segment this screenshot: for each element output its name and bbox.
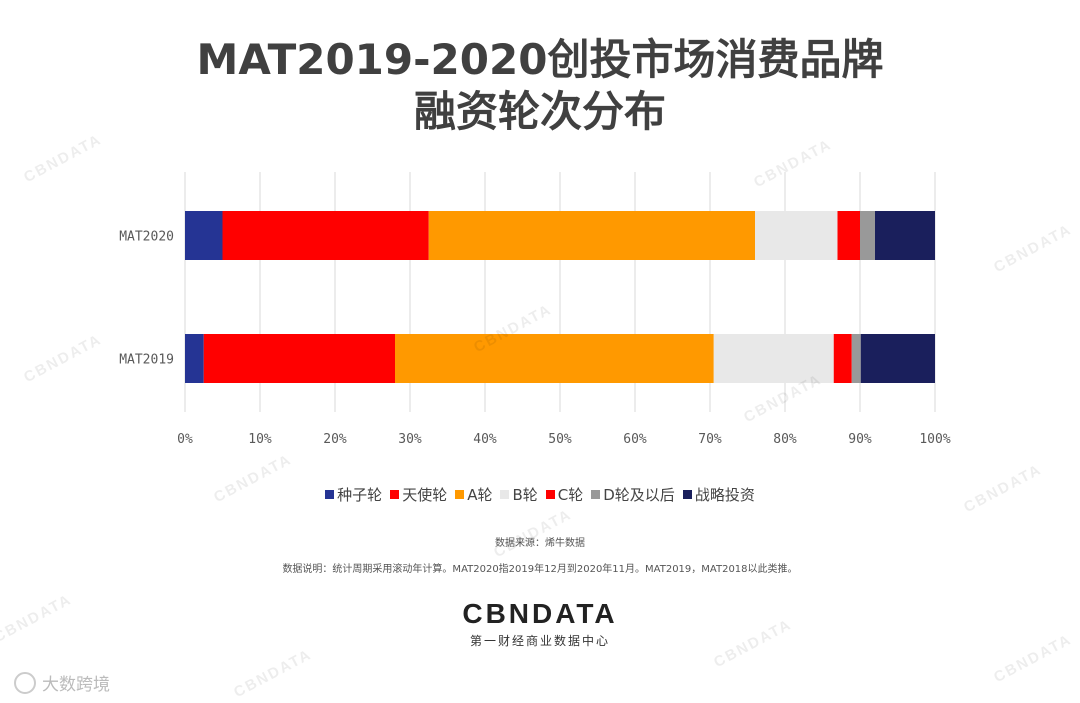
legend-swatch [325,490,335,499]
bar-segment [860,211,875,260]
legend-label: 天使轮 [402,486,448,504]
legend-swatch [591,490,601,499]
x-tick-label: 50% [548,432,572,447]
legend-label: C轮 [557,486,584,504]
data-explanation-note: 数据说明：统计周期采用滚动年计算。MAT2020指2019年12月到2020年1… [282,564,798,575]
logo-sub-text: 第一财经商业数据中心 [469,634,610,648]
bar-segment [185,211,223,260]
chart-title-line2: 融资轮次分布 [413,87,666,136]
bar-segment [851,334,861,383]
bar-segment [875,211,935,260]
x-tick-label: 70% [698,432,722,447]
x-tick-label: 30% [398,432,422,447]
source-watermark-text: 大数跨境 [42,675,110,695]
bar-segment [837,211,860,260]
legend-item: D轮及以后 [591,484,675,505]
legend-swatch [545,490,555,499]
x-tick-label: 0% [177,432,193,447]
legend-swatch [682,490,692,499]
legend-label: D轮及以后 [603,486,675,504]
bar-segment [185,334,204,383]
weibo-icon [14,671,36,694]
x-tick-label: 80% [773,432,797,447]
bar-segment [203,334,395,383]
legend-label: A轮 [467,486,493,504]
bar-segment [428,211,755,260]
bar-segment [860,334,935,383]
bar-segment [713,334,834,383]
logo-main-text: CBNDATA [462,598,618,629]
legend-item: 战略投资 [682,484,755,505]
legend-item: A轮 [455,484,492,505]
cbndata-logo: CBNDATA 第一财经商业数据中心 [0,598,1080,649]
y-category-label: MAT2020 [119,230,174,245]
chart-title-line1: MAT2019-2020创投市场消费品牌 [196,35,884,84]
watermark: CBNDATA [231,645,315,702]
legend-swatch [455,490,465,499]
legend-label: 种子轮 [337,486,383,504]
legend-item: 天使轮 [390,484,447,505]
source-watermark: 大数跨境 [14,670,110,695]
legend-label: B轮 [512,486,538,504]
x-tick-label: 90% [848,432,872,447]
bar-segment [395,334,714,383]
legend-item: C轮 [545,484,584,505]
chart-title: MAT2019-2020创投市场消费品牌 融资轮次分布 [0,34,1080,138]
x-tick-label: 20% [323,432,347,447]
bar-segment [833,334,852,383]
x-tick-label: 100% [919,432,950,447]
legend-item: 种子轮 [325,484,382,505]
x-tick-label: 40% [473,432,497,447]
legend-item: B轮 [500,484,538,505]
legend-label: 战略投资 [694,486,755,504]
x-tick-label: 60% [623,432,647,447]
bar-segment [755,211,838,260]
x-tick-label: 10% [248,432,272,447]
stacked-bar-chart: 0% 10% 20% 30% 40% 50% 60% 70% 80% 90% 100% MAT2020… [119,172,951,447]
legend-swatch [390,490,400,499]
legend-swatch [500,490,510,499]
data-source-note: 数据来源：烯牛数据 [495,538,585,549]
bar-segment [222,211,429,260]
y-category-label: MAT2019 [119,353,174,368]
chart-legend: 种子轮 天使轮 A轮 B轮 C轮 D轮及以后 战略投资 [0,484,1080,505]
